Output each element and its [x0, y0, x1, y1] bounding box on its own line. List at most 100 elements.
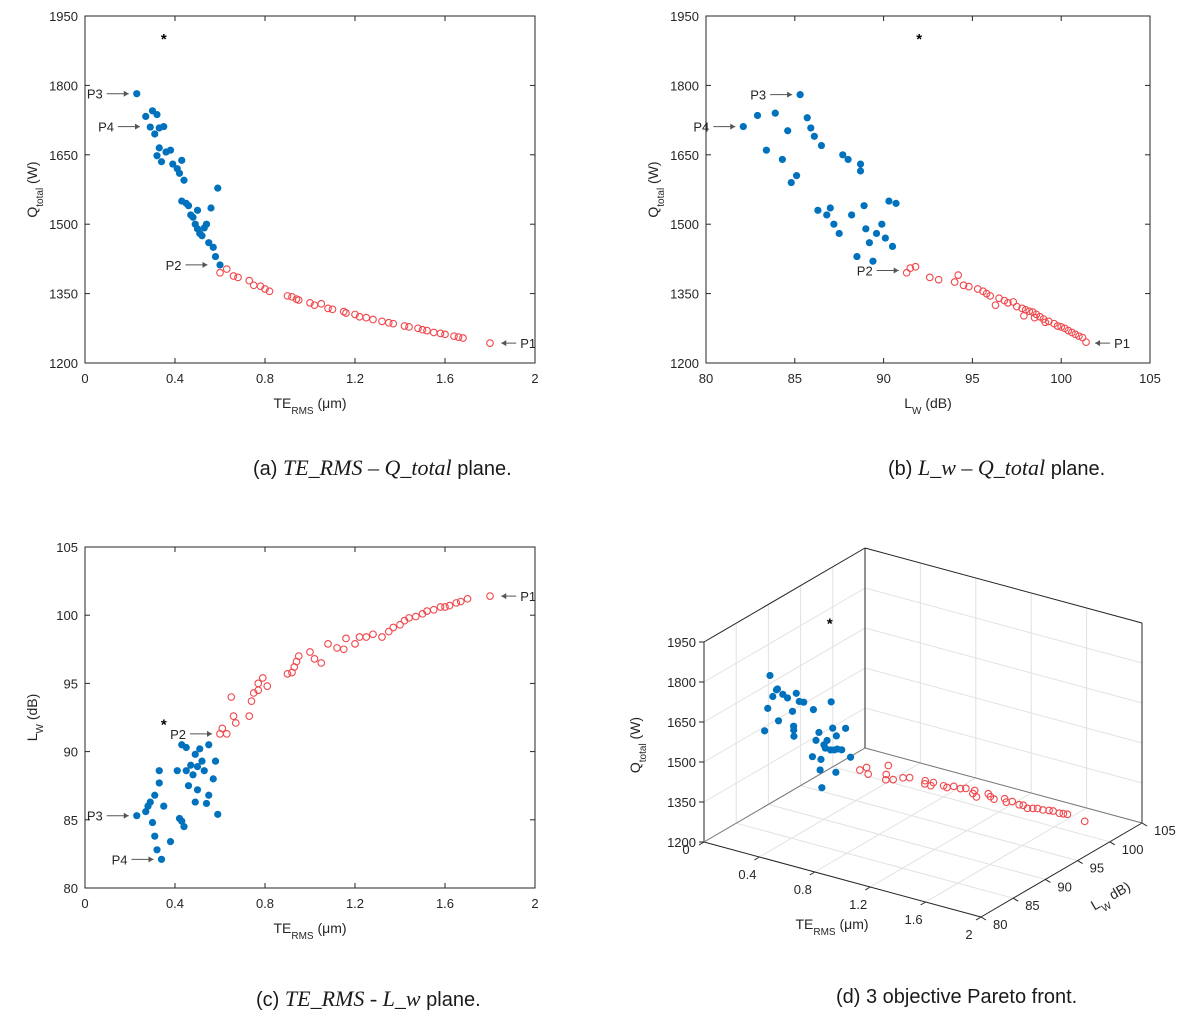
data-point-series-1 — [1020, 311, 1028, 320]
x-tick-label: 0 — [81, 896, 88, 911]
data-point-series-1 — [486, 339, 494, 347]
data-point-series-1 — [369, 315, 377, 324]
y-tick-label: 80 — [64, 881, 78, 896]
data-point-series-1 — [1012, 302, 1021, 311]
data-point-3d-series-0 — [812, 736, 820, 744]
caption-a-math: TE_RMS – Q_total — [283, 455, 452, 480]
data-point-series-0 — [796, 91, 804, 99]
data-point-3d-series-0 — [832, 768, 840, 776]
data-point-3d-series-1 — [1045, 806, 1053, 815]
data-point-series-1 — [229, 272, 238, 280]
data-point-3d-series-1 — [949, 782, 958, 791]
data-point-3d-series-0 — [788, 707, 797, 715]
x-tick-label: 1.6 — [905, 912, 923, 927]
data-point-series-1 — [310, 654, 319, 663]
annotation-arrowhead — [501, 593, 507, 600]
y-tick-label: 100 — [56, 608, 78, 623]
data-point-series-1 — [405, 323, 413, 331]
caption-c-prefix: (c) — [256, 989, 285, 1011]
data-point-3d-series-0 — [790, 732, 798, 740]
data-point-series-0 — [191, 798, 199, 806]
grid-line — [814, 777, 977, 873]
data-point-series-1 — [222, 265, 231, 273]
data-point-series-0 — [878, 220, 886, 228]
y-tick-label: 1500 — [49, 217, 78, 232]
grid-line — [869, 792, 1032, 888]
annotation-P1: P1 — [520, 336, 536, 351]
data-point-series-0 — [157, 158, 166, 166]
data-point-series-1 — [445, 601, 454, 610]
data-point-3d-series-0 — [783, 694, 792, 702]
data-point-series-0 — [865, 239, 873, 247]
data-point-series-0 — [214, 810, 222, 818]
data-point-3d-series-1 — [1063, 810, 1072, 819]
box-edge — [703, 747, 866, 843]
y-tick-label: 80 — [993, 917, 1007, 932]
data-point-series-1 — [441, 330, 449, 339]
data-point-series-0 — [885, 197, 893, 205]
data-point-series-0 — [810, 132, 818, 140]
grid-line — [703, 627, 866, 723]
data-point-series-1 — [294, 652, 303, 660]
data-point-series-0 — [182, 743, 190, 752]
data-point-series-0 — [160, 802, 168, 810]
data-point-3d-series-1 — [1049, 807, 1057, 815]
y-tick-label: 1350 — [670, 287, 699, 302]
data-point-3d-series-0 — [772, 686, 781, 694]
z-tick-label: 1500 — [667, 755, 696, 770]
data-point-series-1 — [355, 633, 364, 641]
y-tick-label: 1200 — [49, 356, 78, 371]
data-point-series-0 — [784, 127, 792, 135]
data-point-series-0 — [803, 114, 811, 122]
annotation-P2: P2 — [170, 727, 186, 742]
data-point-series-0 — [205, 239, 213, 247]
z-tick-label: 1650 — [667, 715, 696, 730]
data-point-series-0 — [151, 791, 159, 799]
data-point-series-0 — [148, 818, 157, 827]
data-point-series-0 — [848, 211, 856, 219]
grid-line — [864, 587, 1143, 664]
data-point-series-0 — [205, 741, 213, 749]
caption-a-suffix: plane. — [451, 458, 512, 480]
data-point-series-1 — [378, 317, 386, 326]
data-point-series-0 — [193, 786, 202, 794]
y-tick-label: 95 — [1090, 861, 1104, 876]
data-point-series-0 — [856, 167, 865, 175]
data-point-series-0 — [814, 206, 822, 214]
data-point-series-0 — [844, 155, 852, 164]
data-point-series-1 — [222, 730, 231, 738]
annotation-P1: P1 — [520, 589, 536, 604]
y-axis-label: Qtotal (W) — [645, 161, 667, 217]
data-point-3d-series-0 — [816, 766, 824, 774]
data-point-series-0 — [214, 184, 222, 192]
annotation-P3: P3 — [87, 87, 103, 102]
data-point-series-0 — [196, 745, 204, 753]
grid-line — [864, 627, 1143, 704]
data-point-series-0 — [869, 257, 877, 265]
annotation-arrowhead — [123, 812, 129, 819]
data-point-series-0 — [202, 799, 211, 808]
data-point-series-1 — [429, 328, 438, 337]
annotation-arrowhead — [123, 90, 129, 97]
data-point-series-0 — [166, 838, 175, 846]
y-tick-label: 1950 — [670, 9, 699, 24]
data-point-series-0 — [739, 122, 747, 131]
data-point-series-1 — [288, 292, 296, 301]
data-point-series-0 — [209, 775, 217, 783]
data-point-series-1 — [1004, 299, 1012, 307]
data-point-series-1 — [294, 296, 303, 304]
data-point-series-0 — [207, 204, 215, 212]
data-point-3d-series-1 — [1080, 817, 1089, 826]
data-point-series-1 — [441, 603, 449, 611]
data-point-series-0 — [817, 141, 826, 150]
data-point-series-0 — [198, 232, 206, 240]
x-tick-label: 90 — [876, 371, 890, 386]
data-point-series-0 — [173, 767, 181, 775]
data-point-series-1 — [1082, 338, 1090, 347]
data-point-series-0 — [835, 229, 843, 238]
data-point-series-1 — [436, 329, 445, 338]
data-point-series-1 — [986, 292, 995, 300]
data-point-series-1 — [934, 275, 943, 284]
y-tick-label: 90 — [64, 745, 78, 760]
data-point-series-0 — [189, 771, 197, 779]
